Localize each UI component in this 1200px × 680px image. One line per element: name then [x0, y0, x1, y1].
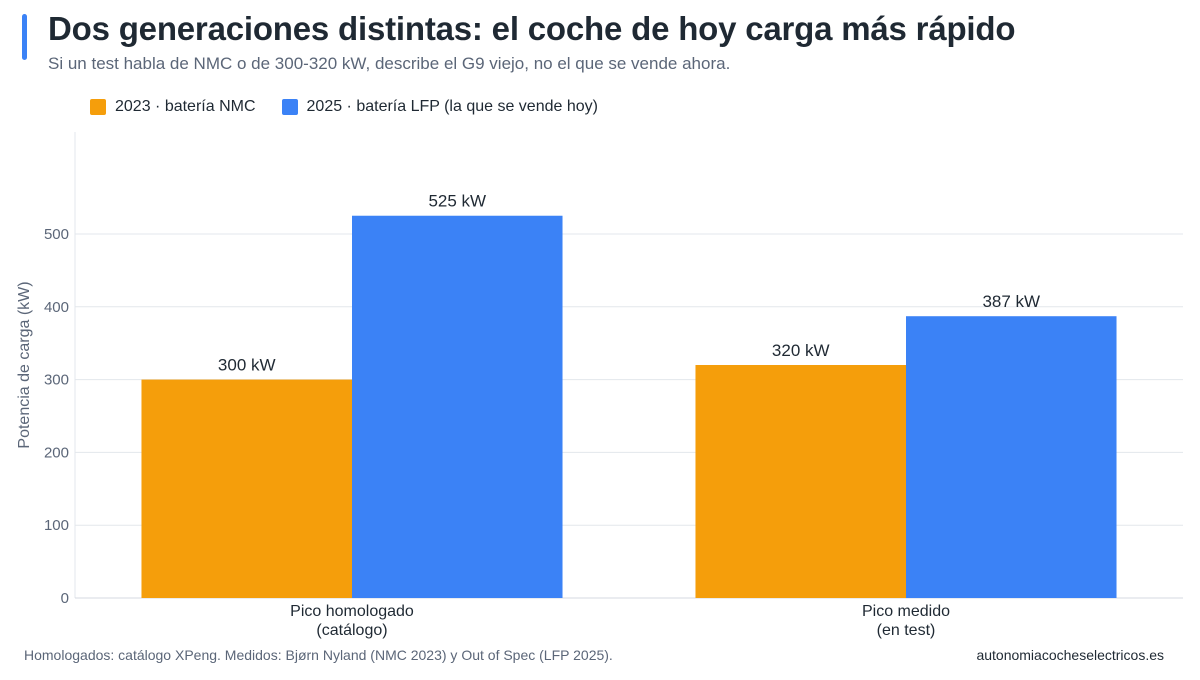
y-tick-label: 500: [44, 226, 69, 243]
bar: [695, 365, 906, 598]
x-tick-label: Pico medido: [862, 603, 950, 620]
data-label: 525 kW: [428, 192, 486, 211]
chart-legend: 2023 · batería NMC 2025 · batería LFP (l…: [90, 98, 624, 116]
x-tick-label: (en test): [877, 622, 936, 639]
title-accent-bar: [22, 14, 27, 60]
data-label: 300 kW: [218, 356, 276, 375]
legend-item-2023-nmc: 2023 · batería NMC: [90, 98, 256, 116]
y-tick-label: 200: [44, 444, 69, 461]
chart-subtitle: Si un test habla de NMC o de 300-320 kW,…: [48, 54, 731, 73]
y-axis-label: Potencia de carga (kW): [16, 281, 33, 448]
legend-label-2025-lfp: 2025 · batería LFP (la que se vende hoy): [306, 98, 598, 115]
y-tick-label: 100: [44, 517, 69, 534]
x-tick-label: (catálogo): [316, 622, 387, 639]
data-label: 320 kW: [772, 341, 830, 360]
bar: [141, 379, 352, 598]
bar: [906, 316, 1117, 598]
y-tick-label: 400: [44, 299, 69, 316]
bar: [352, 215, 563, 598]
data-label: 387 kW: [982, 292, 1040, 311]
chart-title: Dos generaciones distintas: el coche de …: [48, 10, 1016, 47]
legend-label-2023-nmc: 2023 · batería NMC: [115, 98, 256, 115]
legend-item-2025-lfp: 2025 · batería LFP (la que se vende hoy): [281, 98, 598, 116]
x-tick-label: Pico homologado: [290, 603, 414, 620]
legend-swatch-2023-nmc: [90, 99, 106, 115]
legend-swatch-2025-lfp: [281, 99, 298, 115]
y-tick-label: 0: [61, 590, 69, 607]
y-tick-label: 300: [44, 372, 69, 389]
source-note: Homologados: catálogo XPeng. Medidos: Bj…: [24, 647, 613, 663]
brand-label: autonomiacocheselectricos.es: [976, 647, 1164, 663]
